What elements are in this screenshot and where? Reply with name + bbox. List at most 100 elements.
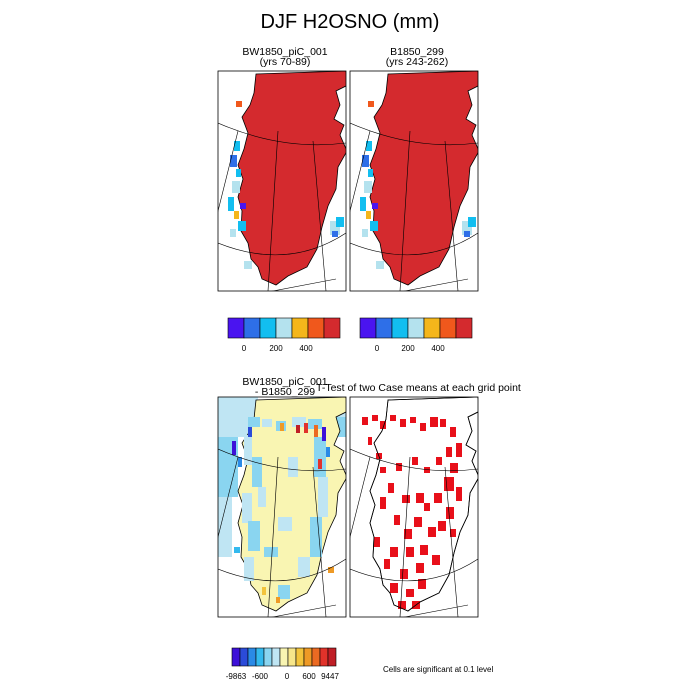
panel2-graticule-2 [403, 278, 469, 291]
panel4-graticule-4 [444, 466, 459, 617]
panel4-sig-cell-9 [450, 427, 456, 437]
panel3-diff-cell-25 [304, 423, 308, 433]
panel4-sig-cell-18 [450, 529, 456, 537]
panel3-diff-cell-28 [280, 423, 284, 431]
colorbar3-box-4 [263, 647, 273, 667]
panel4-sig-cell-33 [400, 569, 408, 579]
panel3-diff-cell-5 [244, 435, 252, 465]
cb3-tick-1: -600 [251, 672, 268, 681]
panel2-cell-5 [366, 211, 371, 219]
panel4-sig-cell-40 [384, 559, 390, 569]
panel4-sig-cell-0 [362, 417, 368, 425]
panel3-diff-cell-26 [314, 425, 318, 437]
panel3-bg-cell-2 [218, 497, 232, 557]
panel4-sig-cell-25 [402, 495, 410, 503]
panel4-sig-cell-36 [418, 579, 426, 589]
panel4-sig-cell-7 [430, 417, 438, 427]
panel1-cell-8 [236, 101, 242, 107]
panel1-cell-10 [336, 217, 344, 227]
panel1-title: BW1850_piC_001 (yrs 70-89) [210, 46, 360, 68]
panel4-sig-cell-4 [400, 419, 406, 427]
panel2-cell-12 [376, 261, 384, 269]
panel4-graticule-0 [350, 448, 478, 472]
panel4-sig-cell-11 [446, 447, 452, 457]
panel1-years: (yrs 70-89) [259, 56, 311, 68]
panel1-cell-12 [244, 261, 252, 269]
panel4-graticule-3 [399, 456, 411, 617]
panel3-graticule-5 [218, 456, 239, 539]
panel3-graticule-1 [218, 558, 346, 582]
panel2-cell-0 [366, 141, 372, 151]
panel4-sig-cell-8 [440, 419, 446, 427]
panel3-diff-cell-19 [232, 441, 236, 455]
cb3-tick-4: 9447 [321, 672, 339, 681]
colorbar2-box-4 [423, 317, 441, 339]
cb1-tick-0: 0 [241, 344, 247, 353]
panel4-sig-cell-43 [436, 457, 442, 465]
panel2-graticule-4 [444, 140, 459, 291]
panel4-sig-cell-15 [434, 493, 442, 503]
panel1-cell-4 [228, 197, 234, 211]
panel1-graticule-4 [312, 140, 327, 291]
panel2-frame [349, 70, 479, 292]
panel4-sig-cell-39 [374, 537, 380, 547]
panel1-cell-3 [232, 181, 240, 193]
panel3-diff-cell-18 [288, 457, 298, 477]
panel3-graticule-0 [218, 448, 346, 472]
panel1-map [217, 70, 347, 292]
panel3-diff-cell-13 [298, 557, 310, 577]
panel4-sig-cell-14 [456, 487, 462, 501]
panel4-sig-cell-32 [416, 563, 424, 573]
panel3-frame [217, 396, 347, 618]
panel4-sig-cell-13 [444, 477, 454, 491]
panel4-sig-cell-3 [390, 415, 396, 421]
panel3-diff-cell-15 [258, 487, 266, 507]
panel3-graticule-2 [271, 604, 337, 617]
panel2-cell-8 [368, 101, 374, 107]
panel4-sig-cell-29 [406, 547, 414, 557]
panel4-sig-cell-44 [424, 467, 430, 473]
panel3-diff-cell-0 [248, 417, 260, 427]
panel4-sig-cell-24 [388, 483, 394, 493]
panel2-cell-9 [462, 221, 472, 235]
panel3-diff-cell-27 [318, 459, 322, 469]
panel4-sig-cell-17 [438, 521, 446, 531]
colorbar1-box-1 [243, 317, 261, 339]
panel3-diff-cell-14 [278, 585, 290, 599]
panel4-sig-cell-10 [456, 443, 462, 457]
panel3-graticule-4 [312, 466, 327, 617]
panel2-graticule-0 [350, 122, 478, 146]
cb1-tick-2: 400 [299, 344, 313, 353]
panel4-sig-cell-37 [398, 601, 406, 609]
colorbar2-box-2 [391, 317, 409, 339]
colorbar3-box-3 [255, 647, 265, 667]
panel1-graticule-0 [218, 122, 346, 146]
panel4-graticule-1 [350, 558, 478, 582]
colorbar2-box-3 [407, 317, 425, 339]
panel1-coastline [237, 71, 346, 286]
panel1-case-name: BW1850_piC_001 [242, 46, 328, 58]
colorbar1-box-6 [323, 317, 341, 339]
panel4-sig-cell-23 [380, 497, 386, 509]
panel4-sig-cell-6 [420, 423, 426, 431]
panel4-sig-cell-22 [394, 515, 400, 525]
panel4-overlay-coastline [369, 397, 478, 612]
panel2-cell-7 [362, 229, 368, 237]
panel4-sig-cell-28 [390, 547, 398, 557]
panel4-title: T-Test of two Case means at each grid po… [316, 382, 521, 394]
panel4-plot-area [350, 397, 478, 617]
panel4-frame [349, 396, 479, 618]
panel3-diff-cell-31 [276, 597, 280, 603]
panel3-diff-cell-22 [322, 427, 326, 441]
panel2-cell-2 [368, 169, 373, 177]
panel4-sig-cell-45 [412, 457, 418, 465]
panel1-cell-0 [234, 141, 240, 151]
panel4-sig-cell-16 [446, 507, 454, 519]
colorbar3-box-11 [319, 647, 329, 667]
colorbar3-box-2 [247, 647, 257, 667]
panel3-diff-cell-3 [292, 417, 306, 427]
colorbar2-box-6 [455, 317, 473, 339]
panel2-title: B1850_299 (yrs 243-262) [342, 47, 492, 68]
panel3-diff-cell-1 [262, 419, 272, 427]
colorbar3-box-0 [231, 647, 241, 667]
